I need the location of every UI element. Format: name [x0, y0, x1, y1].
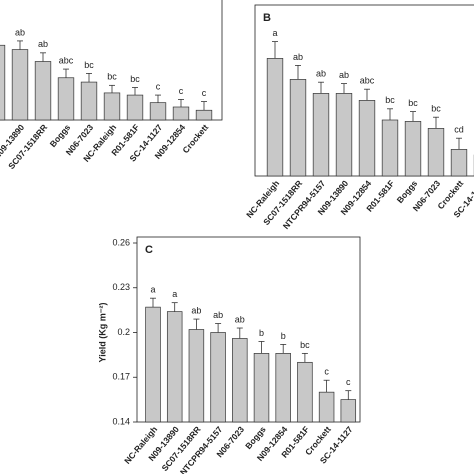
- significance-letter: ab: [339, 70, 349, 80]
- significance-letter: ab: [191, 305, 201, 315]
- bar: [335, 93, 353, 177]
- significance-letter: bc: [385, 95, 395, 105]
- bar: [312, 93, 330, 177]
- bar: [57, 77, 75, 121]
- y-tick-label: 0.14: [112, 416, 130, 426]
- bar: [275, 353, 291, 423]
- significance-letter: ab: [15, 27, 25, 37]
- bar: [80, 81, 98, 121]
- y-tick-label: 0.17: [112, 372, 130, 382]
- significance-letter: ab: [38, 39, 48, 49]
- bar: [0, 44, 6, 121]
- bar: [318, 391, 335, 423]
- significance-letter: c: [346, 377, 351, 387]
- significance-letter: bc: [408, 98, 418, 108]
- significance-letter: ab: [316, 69, 326, 79]
- significance-letter: ab: [213, 310, 223, 320]
- bar: [210, 332, 226, 423]
- bar: [358, 100, 376, 177]
- panel-label: C: [145, 244, 153, 256]
- significance-letter: c: [179, 86, 184, 96]
- significance-letter: bc: [300, 340, 310, 350]
- significance-letter: ab: [293, 52, 303, 62]
- significance-letter: bc: [130, 74, 140, 84]
- significance-letter: cd: [454, 125, 464, 135]
- bar: [232, 338, 248, 423]
- significance-letter: b: [259, 328, 264, 338]
- significance-letter: c: [156, 81, 161, 91]
- bar: [450, 149, 468, 177]
- y-tick-label: 0.23: [112, 282, 130, 292]
- significance-letter: a: [172, 289, 177, 299]
- significance-letter: c: [202, 88, 207, 98]
- bar: [11, 49, 29, 121]
- bar: [149, 102, 167, 121]
- significance-letter: ab: [235, 314, 245, 324]
- significance-letter: a: [272, 28, 277, 38]
- significance-letter: c: [324, 367, 329, 377]
- significance-letter: a: [150, 285, 155, 295]
- bar: [126, 94, 144, 121]
- bar: [34, 61, 52, 121]
- significance-letter: bc: [84, 60, 94, 70]
- bar: [195, 109, 213, 121]
- bar: [188, 329, 205, 423]
- y-tick-label: 0.26: [112, 237, 130, 247]
- bar: [172, 106, 190, 121]
- significance-letter: b: [281, 331, 286, 341]
- bar: [381, 119, 399, 177]
- panel-label: B: [263, 12, 271, 24]
- bar: [297, 361, 313, 423]
- y-tick-label: 0.2: [117, 327, 130, 337]
- bar: [289, 79, 307, 177]
- significance-letter: bc: [107, 72, 117, 82]
- significance-letter: bc: [431, 104, 441, 114]
- significance-letter: abc: [59, 55, 74, 65]
- bar: [103, 92, 121, 121]
- bar: [145, 306, 161, 423]
- panel-frame: [136, 236, 361, 423]
- bar: [266, 58, 284, 177]
- bar: [404, 121, 422, 177]
- bar: [427, 128, 445, 177]
- bar: [253, 353, 270, 423]
- bar: [166, 311, 183, 423]
- significance-letter: abc: [360, 76, 375, 86]
- bar: [340, 399, 357, 423]
- y-axis-label: Yield (Kg m⁻²): [97, 303, 107, 363]
- panel-frame: [0, 0, 223, 121]
